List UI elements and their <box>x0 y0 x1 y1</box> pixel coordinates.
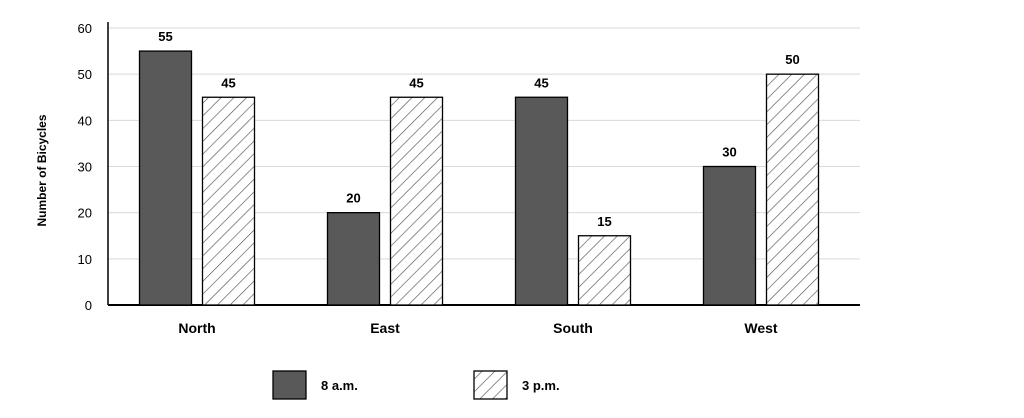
y-tick-label: 40 <box>78 113 92 128</box>
bar-north-pm <box>201 96 256 306</box>
y-tick-label: 50 <box>78 67 92 82</box>
x-tick-label: South <box>553 320 593 336</box>
bar-south-am <box>514 96 569 306</box>
legend-swatch-am <box>272 370 307 400</box>
y-tick-label: 10 <box>78 252 92 267</box>
bar-west-pm <box>765 73 820 306</box>
x-tick-label: West <box>744 320 778 336</box>
bar-south-pm <box>577 235 632 306</box>
bar-west-am <box>702 165 757 306</box>
data-label: 20 <box>346 191 360 206</box>
bar-east-am <box>326 212 381 306</box>
y-tick-label: 60 <box>78 21 92 36</box>
x-tick-label: North <box>178 320 215 336</box>
legend-swatch-pm <box>473 370 508 400</box>
legend-label-am: 8 a.m. <box>321 378 358 393</box>
legend-label-pm: 3 p.m. <box>522 378 560 393</box>
data-label: 30 <box>722 145 736 160</box>
data-label: 45 <box>534 75 548 90</box>
y-tick-label: 0 <box>85 298 92 313</box>
data-label: 15 <box>597 214 611 229</box>
bars <box>138 50 820 306</box>
y-tick-label: 30 <box>78 160 92 175</box>
legend: 8 a.m. 3 p.m. <box>272 370 560 400</box>
labels: 0 10 20 30 40 50 60 55 45 North 20 45 East 45 15 South 3… <box>78 21 800 336</box>
y-tick-label: 20 <box>78 206 92 221</box>
x-tick-label: East <box>370 320 400 336</box>
data-label: 55 <box>158 29 172 44</box>
data-label: 50 <box>785 52 799 67</box>
data-label: 45 <box>409 75 423 90</box>
data-label: 45 <box>221 75 235 90</box>
bar-east-pm <box>389 96 444 306</box>
y-axis-title: Number of Bicycles <box>35 114 49 226</box>
bar-north-am <box>138 50 193 306</box>
